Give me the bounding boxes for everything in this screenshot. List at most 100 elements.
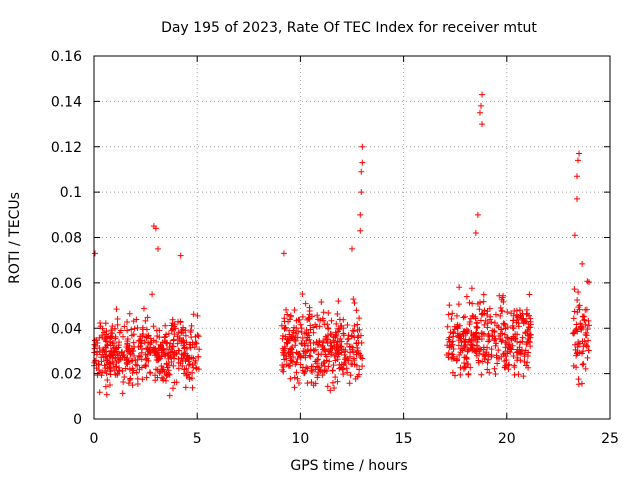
data-point <box>321 368 328 375</box>
data-point <box>455 301 462 308</box>
data-point <box>500 321 507 328</box>
data-point <box>195 366 202 373</box>
data-point <box>323 368 330 375</box>
data-point <box>143 334 150 341</box>
data-point <box>179 362 186 369</box>
data-point <box>474 211 481 218</box>
data-point <box>180 339 187 346</box>
y-tick-label: 0.14 <box>51 94 82 110</box>
data-point <box>467 364 474 371</box>
data-point <box>320 309 327 316</box>
data-point <box>504 309 511 316</box>
data-point <box>298 340 305 347</box>
data-point <box>457 364 464 371</box>
data-point <box>308 367 315 374</box>
data-point <box>190 355 197 362</box>
data-point <box>293 330 300 337</box>
y-tick-label: 0.1 <box>60 185 82 201</box>
data-point <box>116 364 123 371</box>
data-point <box>481 321 488 328</box>
data-point <box>310 340 317 347</box>
data-point <box>509 342 516 349</box>
data-point <box>342 346 349 353</box>
data-point <box>446 302 453 309</box>
data-point <box>509 322 516 329</box>
data-point <box>577 320 584 327</box>
data-point <box>134 375 141 382</box>
data-point <box>144 314 151 321</box>
data-point <box>450 330 457 337</box>
data-point <box>354 321 361 328</box>
data-point <box>492 311 499 318</box>
data-point <box>298 325 305 332</box>
data-point <box>165 330 172 337</box>
data-point <box>332 374 339 381</box>
data-point <box>134 324 141 331</box>
data-point <box>518 348 525 355</box>
data-point <box>516 344 523 351</box>
data-point <box>449 341 456 348</box>
data-point <box>344 369 351 376</box>
data-point <box>460 314 467 321</box>
data-point <box>163 360 170 367</box>
data-point <box>138 349 145 356</box>
data-point <box>124 341 131 348</box>
data-point <box>477 317 484 324</box>
data-point <box>335 298 342 305</box>
data-point <box>112 355 119 362</box>
data-point <box>576 150 583 157</box>
data-point <box>479 91 486 98</box>
data-point <box>112 325 119 332</box>
data-point <box>347 372 354 379</box>
data-point <box>142 317 149 324</box>
data-point <box>103 391 110 398</box>
data-point <box>189 375 196 382</box>
data-point <box>584 278 591 285</box>
data-point <box>119 367 126 374</box>
data-point <box>479 330 486 337</box>
data-point <box>344 321 351 328</box>
data-point <box>287 349 294 356</box>
data-point <box>127 351 134 358</box>
data-point <box>97 369 104 376</box>
data-point <box>498 296 505 303</box>
data-point <box>500 292 507 299</box>
data-point <box>133 369 140 376</box>
data-point <box>292 361 299 368</box>
data-point <box>449 351 456 358</box>
data-point <box>171 379 178 386</box>
data-point <box>466 299 473 306</box>
data-point <box>162 322 169 329</box>
data-point <box>192 339 199 346</box>
data-point <box>472 229 479 236</box>
data-point <box>511 364 518 371</box>
data-point <box>455 332 462 339</box>
data-point <box>475 359 482 366</box>
data-point <box>306 304 313 311</box>
data-point <box>133 316 140 323</box>
data-point <box>329 379 336 386</box>
data-point <box>583 341 590 348</box>
data-point <box>130 331 137 338</box>
data-point <box>290 324 297 331</box>
data-point <box>461 338 468 345</box>
data-point <box>485 351 492 358</box>
data-point <box>114 316 121 323</box>
data-point <box>154 333 161 340</box>
data-point <box>132 357 139 364</box>
data-point <box>326 358 333 365</box>
data-point <box>113 348 120 355</box>
data-point <box>186 360 193 367</box>
data-point <box>103 344 110 351</box>
data-point <box>359 159 366 166</box>
data-point <box>506 341 513 348</box>
data-point <box>342 354 349 361</box>
data-point <box>166 392 173 399</box>
data-point <box>468 285 475 292</box>
data-point <box>98 358 105 365</box>
data-point <box>196 346 203 353</box>
data-point <box>582 321 589 328</box>
data-point <box>505 366 512 373</box>
data-point <box>278 322 285 329</box>
data-point <box>194 332 201 339</box>
